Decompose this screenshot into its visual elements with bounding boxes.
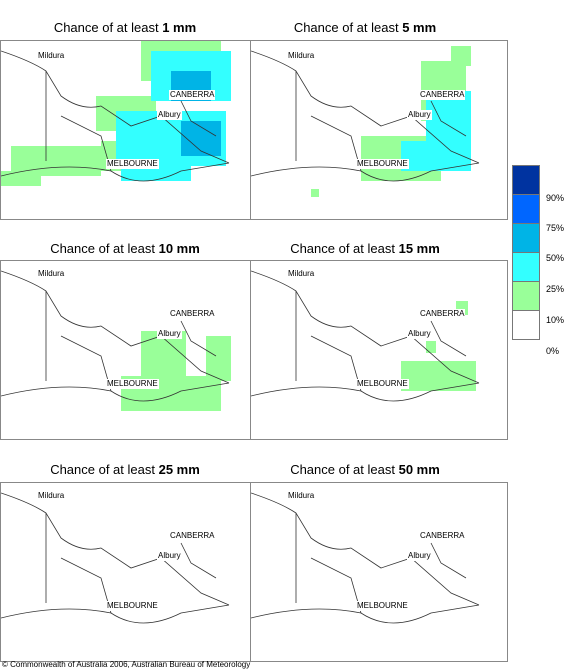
place-mildura: Mildura	[37, 269, 66, 279]
copyright-notice: © Commonwealth of Australia 2006, Austra…	[2, 660, 251, 669]
legend-swatch-0-10	[512, 310, 540, 340]
map-15mm: Mildura CANBERRA Albury MELBOURNE	[250, 260, 508, 440]
place-melbourne: MELBOURNE	[106, 159, 159, 169]
place-melbourne: MELBOURNE	[356, 379, 409, 389]
legend-label-25: 25%	[546, 284, 565, 294]
place-mildura: Mildura	[287, 51, 316, 61]
panel-title-1mm: Chance of at least 1 mm	[53, 20, 197, 35]
place-mildura: Mildura	[37, 491, 66, 501]
panel-title-10mm: Chance of at least 10 mm	[50, 241, 200, 256]
panel-title-50mm: Chance of at least 50 mm	[290, 462, 440, 477]
place-canberra: CANBERRA	[419, 531, 466, 541]
map-10mm: Mildura CANBERRA Albury MELBOURNE	[0, 260, 258, 440]
probability-area-25	[121, 331, 231, 411]
panel-title-15mm: Chance of at least 15 mm	[290, 241, 440, 256]
place-canberra: CANBERRA	[169, 309, 216, 319]
place-melbourne: MELBOURNE	[356, 159, 409, 169]
map-1mm: Mildura CANBERRA Albury MELBOURNE	[0, 40, 258, 220]
state-borders	[251, 50, 480, 182]
legend-swatch-10-25	[512, 281, 540, 311]
place-albury: Albury	[407, 110, 432, 120]
map-25mm: Mildura CANBERRA Albury MELBOURNE	[0, 482, 258, 662]
panel-title-5mm: Chance of at least 5 mm	[293, 20, 437, 35]
place-mildura: Mildura	[287, 269, 316, 279]
legend-label-50: 50%	[546, 253, 565, 263]
panel-title-25mm: Chance of at least 25 mm	[50, 462, 200, 477]
place-albury: Albury	[157, 329, 182, 339]
probability-legend	[512, 165, 540, 340]
legend-swatch-50-75	[512, 223, 540, 253]
legend-swatch-75-90	[512, 194, 540, 224]
place-canberra: CANBERRA	[419, 309, 466, 319]
place-melbourne: MELBOURNE	[106, 379, 159, 389]
legend-label-0: 0%	[546, 346, 560, 356]
legend-label-90: 90%	[546, 193, 565, 203]
place-mildura: Mildura	[287, 491, 316, 501]
place-canberra: CANBERRA	[169, 90, 216, 100]
place-melbourne: MELBOURNE	[106, 601, 159, 611]
state-borders	[251, 492, 480, 624]
map-5mm: Mildura CANBERRA Albury MELBOURNE	[250, 40, 508, 220]
place-albury: Albury	[407, 551, 432, 561]
place-mildura: Mildura	[37, 51, 66, 61]
place-canberra: CANBERRA	[169, 531, 216, 541]
legend-swatch-25-50	[512, 252, 540, 282]
place-canberra: CANBERRA	[419, 90, 466, 100]
state-borders	[251, 270, 480, 402]
place-melbourne: MELBOURNE	[356, 601, 409, 611]
map-50mm: Mildura CANBERRA Albury MELBOURNE	[250, 482, 508, 662]
probability-area-50	[401, 91, 471, 171]
legend-swatch-90-100	[512, 165, 540, 195]
place-albury: Albury	[157, 110, 182, 120]
legend-label-75: 75%	[546, 223, 565, 233]
place-albury: Albury	[407, 329, 432, 339]
place-albury: Albury	[157, 551, 182, 561]
legend-label-10: 10%	[546, 315, 565, 325]
